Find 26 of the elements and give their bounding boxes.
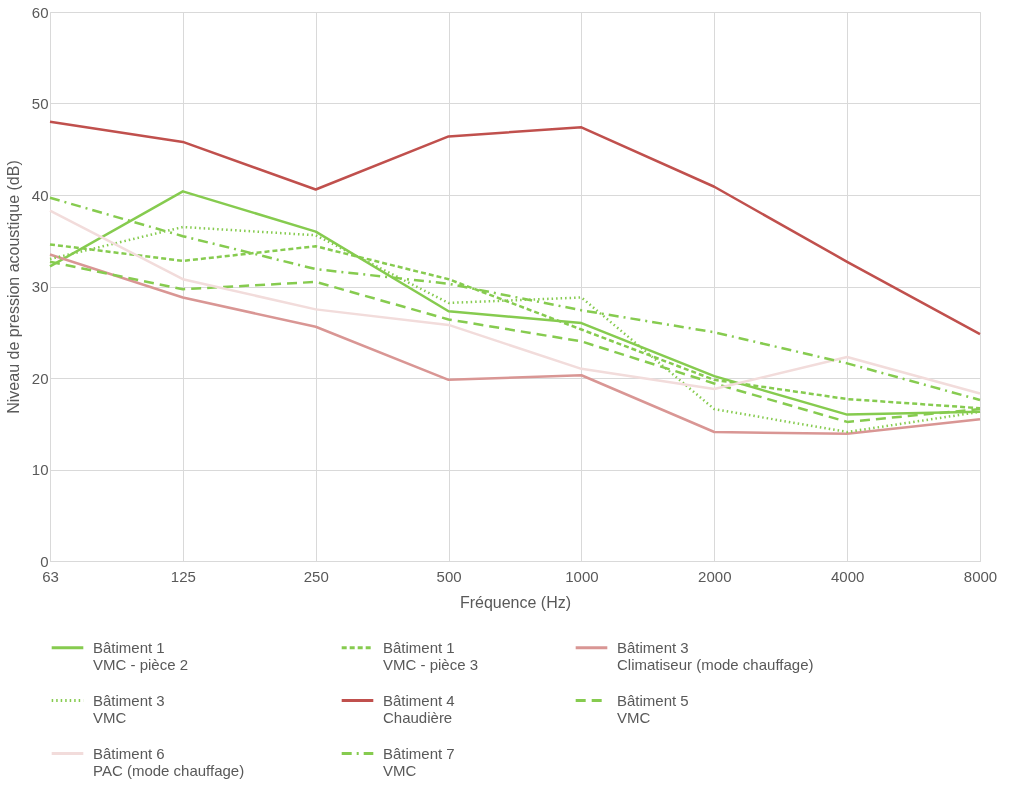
y-tick-label: 10 (31, 461, 49, 478)
legend-label: Bâtiment 3 Climatiseur (mode chauffage) (617, 638, 814, 673)
line-series (48, 120, 982, 336)
legend-label: Bâtiment 3 VMC (93, 691, 165, 726)
y-tick-label: 30 (31, 278, 49, 295)
y-tick-label: 20 (31, 369, 49, 387)
x-tick-label: 1000 (565, 567, 599, 585)
x-tick-label: 500 (436, 567, 462, 585)
x-axis-title: Fréquence (Hz) (459, 593, 572, 611)
x-tick-label: 250 (303, 567, 329, 585)
legend-label: Bâtiment 7 VMC (383, 744, 455, 779)
x-tick-label: 4000 (830, 567, 865, 585)
x-tick-label: 125 (170, 567, 196, 585)
y-tick-label: 50 (31, 95, 49, 112)
x-tick-label: 8000 (963, 567, 998, 585)
legend-label: Bâtiment 5 VMC (617, 691, 689, 726)
legend-label: Bâtiment 1 VMC - pièce 2 (93, 638, 189, 673)
y-tick-label: 60 (31, 3, 49, 21)
legend-label: Bâtiment 6 PAC (mode chauffage) (93, 744, 245, 779)
y-tick-label: 0 (40, 552, 49, 570)
legend-label: Bâtiment 4 Chaudière (383, 691, 455, 726)
x-tick-label: 63 (42, 567, 59, 585)
legend-label: Bâtiment 1 VMC - pièce 3 (383, 638, 479, 673)
y-tick-label: 40 (31, 186, 49, 204)
x-tick-label: 2000 (698, 567, 732, 585)
y-axis-title: Niveau de pression acoustique (dB) (4, 160, 22, 414)
